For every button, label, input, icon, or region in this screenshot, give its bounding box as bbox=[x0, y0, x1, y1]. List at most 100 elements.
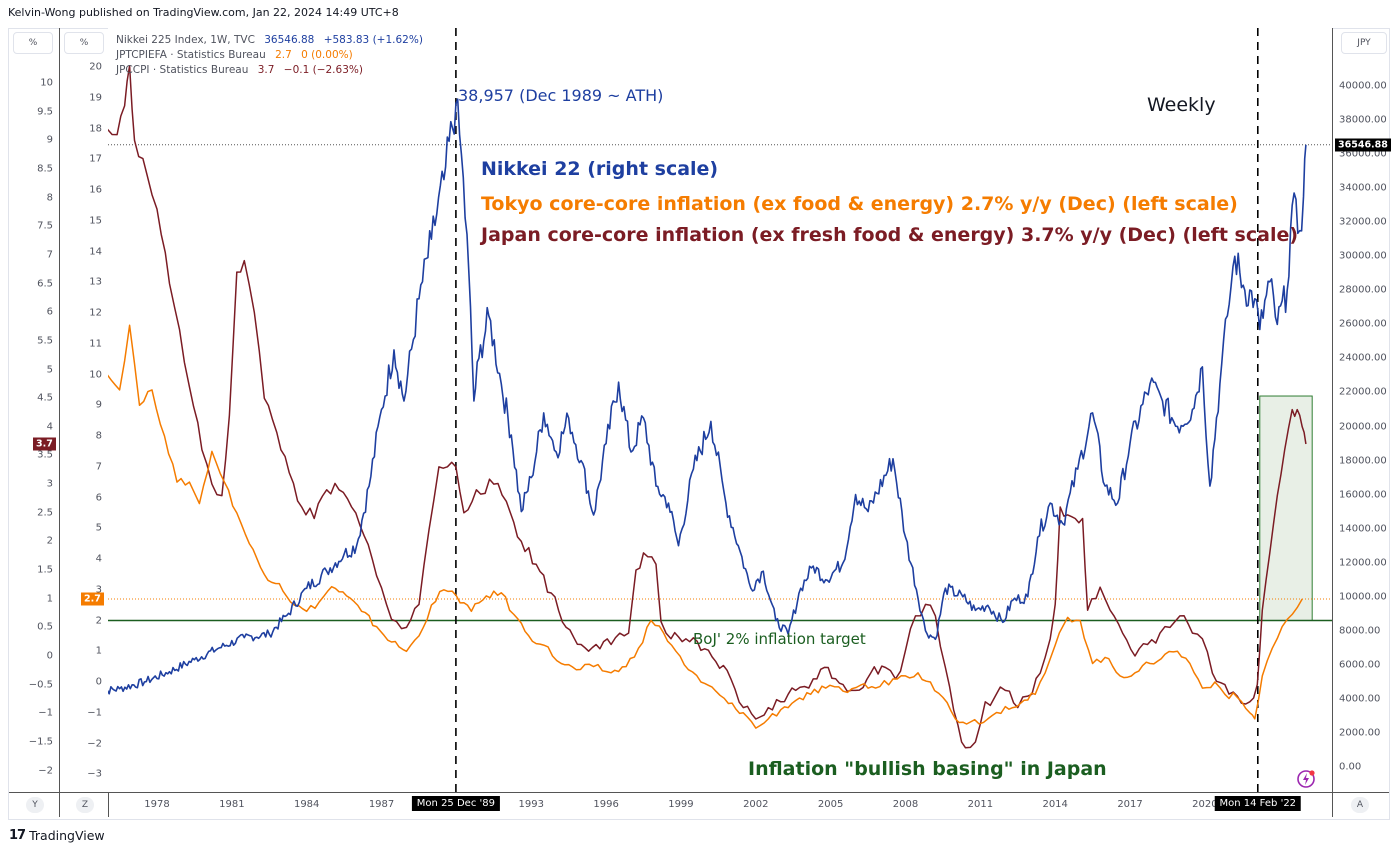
left-inner-axis-tick-label: 7 bbox=[95, 461, 102, 473]
right-axis-tick-label: 10000.00 bbox=[1339, 591, 1387, 603]
left-outer-axis-tick-label: 8.5 bbox=[37, 163, 53, 175]
left-outer-axis-tick-label: 5.5 bbox=[37, 335, 53, 347]
left-inner-axis-tick-label: 20 bbox=[89, 61, 102, 73]
time-axis-tick-label: 2002 bbox=[743, 799, 769, 810]
right-price-axis[interactable]: JPY 40000.00 38000.00 36000.00 34000.00 3200… bbox=[1332, 28, 1389, 792]
right-axis-tick-label: 4000.00 bbox=[1339, 693, 1381, 705]
right-axis-tick-label: 0.00 bbox=[1339, 761, 1362, 773]
time-axis-tick-label: 2020 bbox=[1192, 799, 1218, 810]
japan-inflation-label: Japan core-core inflation (ex fresh food… bbox=[481, 224, 1299, 246]
right-axis-tick-label: 34000.00 bbox=[1339, 182, 1387, 194]
right-axis-tick-label: 22000.00 bbox=[1339, 386, 1387, 398]
left-inner-unit-button[interactable]: % bbox=[64, 32, 104, 54]
time-axis-tick-label: 1984 bbox=[293, 799, 320, 810]
left-inner-axis-tick-label: 8 bbox=[95, 430, 102, 442]
left-outer-price-axis[interactable]: % 10 9.5 9 8.5 8 7.5 7 6.5 6 5.5 5 4.5 4 3.5 3 2.5 2 1.5 1… bbox=[9, 28, 60, 792]
corner-right: A bbox=[1332, 792, 1389, 817]
time-axis-highlight-label-2: Mon 14 Feb '22 bbox=[1214, 796, 1302, 811]
right-axis-tick-label: 30000.00 bbox=[1339, 250, 1387, 262]
legend-change: 0 (0.00%) bbox=[301, 49, 353, 61]
left-inner-axis-tick-label: 9 bbox=[95, 399, 102, 411]
ath-annotation: 38,957 (Dec 1989 ~ ATH) bbox=[458, 86, 664, 105]
plot-background bbox=[108, 28, 1332, 792]
legend-change: −0.1 (−2.63%) bbox=[283, 64, 363, 76]
legend-value: 2.7 bbox=[275, 49, 292, 61]
left-inner-price-axis[interactable]: % 20 19 18 17 16 15 14 13 12 11 10 9 8 7 6 5 4 3 2 1 0 −1 −2 −3 bbox=[60, 28, 109, 792]
bullish-basing-label: Inflation "bullish basing" in Japan bbox=[748, 758, 1107, 780]
right-axis-tick-label: 32000.00 bbox=[1339, 216, 1387, 228]
time-axis-tick-label: 2014 bbox=[1042, 799, 1068, 810]
right-axis-tick-label: 14000.00 bbox=[1339, 523, 1387, 535]
left-outer-axis-tick-label: 6 bbox=[46, 306, 53, 318]
right-axis-tick-label: 16000.00 bbox=[1339, 489, 1387, 501]
legend-change: +583.83 (+1.62%) bbox=[323, 34, 423, 46]
corner-button-y[interactable]: Y bbox=[26, 797, 44, 813]
right-axis-tick-label: 24000.00 bbox=[1339, 352, 1387, 364]
left-outer-axis-tick-label: 0 bbox=[46, 650, 53, 662]
time-axis-tick-label: 2017 bbox=[1117, 799, 1143, 810]
left-outer-axis-tick-label: 6.5 bbox=[37, 278, 53, 290]
right-axis-tick-label: 12000.00 bbox=[1339, 557, 1387, 569]
legend-row-jptcpiefa[interactable]: JPTCPIEFA · Statistics Bureau 2.7 0 (0.0… bbox=[116, 48, 423, 63]
left-outer-unit-button[interactable]: % bbox=[13, 32, 53, 54]
tradingview-logo[interactable]: 17 TradingView bbox=[9, 828, 105, 843]
time-axis-highlight-label-1: Mon 25 Dec '89 bbox=[411, 796, 500, 811]
left-outer-axis-tick-label: 4.5 bbox=[37, 392, 53, 404]
corner-left-inner: Z bbox=[60, 792, 109, 817]
left-inner-axis-tick-label: 6 bbox=[95, 492, 102, 503]
left-inner-axis-tick-label: 0 bbox=[95, 676, 102, 688]
corner-button-z[interactable]: Z bbox=[76, 797, 94, 813]
weekly-annotation: Weekly bbox=[1147, 94, 1216, 116]
boj-target-label: BoJ' 2% inflation target bbox=[693, 630, 866, 648]
tradingview-logo-text: TradingView bbox=[29, 828, 105, 843]
left-outer-axis-tick-label: 9 bbox=[46, 134, 53, 146]
nikkei-price-tag: 36546.88 bbox=[1335, 138, 1391, 152]
right-axis-tick-label: 18000.00 bbox=[1339, 455, 1387, 467]
time-axis-tick-label: 1978 bbox=[144, 799, 170, 810]
legend: Nikkei 225 Index, 1W, TVC 36546.88 +583.… bbox=[116, 33, 423, 78]
left-inner-axis-tick-label: −2 bbox=[87, 738, 102, 749]
japan-core-core-line bbox=[108, 65, 1307, 749]
left-outer-axis-tick-label: 2.5 bbox=[37, 507, 53, 519]
left-outer-axis-tick-label: 2 bbox=[46, 535, 53, 547]
left-outer-axis-tick-label: 1.5 bbox=[37, 564, 53, 576]
left-inner-axis-tick-label: 13 bbox=[89, 276, 102, 288]
left-outer-axis-tick-label: 7 bbox=[46, 249, 53, 261]
left-outer-axis-tick-label: 7.5 bbox=[37, 220, 53, 232]
left-inner-axis-tick-label: 2 bbox=[95, 615, 102, 626]
lightning-alert-icon[interactable] bbox=[1296, 769, 1316, 789]
left-outer-axis-tick-label: 8 bbox=[46, 192, 53, 204]
left-inner-axis-tick-label: 5 bbox=[95, 522, 102, 534]
right-axis-tick-label: 40000.00 bbox=[1339, 80, 1387, 92]
legend-value: 36546.88 bbox=[264, 34, 315, 46]
left-inner-axis-tick-label: 4 bbox=[95, 553, 102, 565]
right-axis-tick-label: 6000.00 bbox=[1339, 659, 1381, 671]
right-axis-tick-label: 38000.00 bbox=[1339, 114, 1387, 126]
left-outer-axis-tick-label: 3.5 bbox=[37, 449, 53, 461]
left-outer-axis-tick-label: −1.5 bbox=[28, 736, 53, 748]
nikkei-label: Nikkei 22 (right scale) bbox=[481, 158, 719, 180]
publisher-caption: Kelvin-Wong published on TradingView.com… bbox=[8, 6, 399, 19]
left-outer-axis-tick-label: −0.5 bbox=[28, 679, 53, 691]
right-axis-tick-label: 20000.00 bbox=[1339, 421, 1387, 432]
legend-row-nikkei[interactable]: Nikkei 225 Index, 1W, TVC 36546.88 +583.… bbox=[116, 33, 423, 48]
chart-plot-area[interactable] bbox=[108, 28, 1332, 792]
left-inner-axis-tick-label: 12 bbox=[89, 307, 102, 319]
left-inner-axis-tick-label: 11 bbox=[89, 338, 102, 350]
left-outer-axis-tick-label: 5 bbox=[46, 364, 53, 375]
right-axis-tick-label: 8000.00 bbox=[1339, 625, 1381, 637]
legend-name: JPCCPI · Statistics Bureau bbox=[116, 64, 249, 76]
time-axis-tick-label: 1987 bbox=[368, 799, 395, 810]
left-inner-axis-tick-label: 17 bbox=[89, 153, 102, 165]
right-unit-button[interactable]: JPY bbox=[1341, 32, 1387, 54]
legend-row-jpccpi[interactable]: JPCCPI · Statistics Bureau 3.7 −0.1 (−2.… bbox=[116, 63, 423, 78]
left-outer-axis-tick-label: −2 bbox=[38, 765, 53, 777]
legend-value: 3.7 bbox=[257, 64, 275, 76]
time-axis-tick-label: 2011 bbox=[967, 799, 994, 810]
jpccpi-price-tag: 3.7 bbox=[33, 437, 56, 451]
time-axis[interactable]: 1978 1981 1984 1987 1993 1996 1999 2002 2005 2008… bbox=[108, 792, 1332, 817]
left-outer-axis-tick-label: −1 bbox=[38, 707, 53, 719]
auto-scale-button[interactable]: A bbox=[1351, 797, 1369, 813]
time-axis-tick-label: 1993 bbox=[518, 799, 544, 810]
left-inner-axis-tick-label: −1 bbox=[87, 707, 102, 719]
